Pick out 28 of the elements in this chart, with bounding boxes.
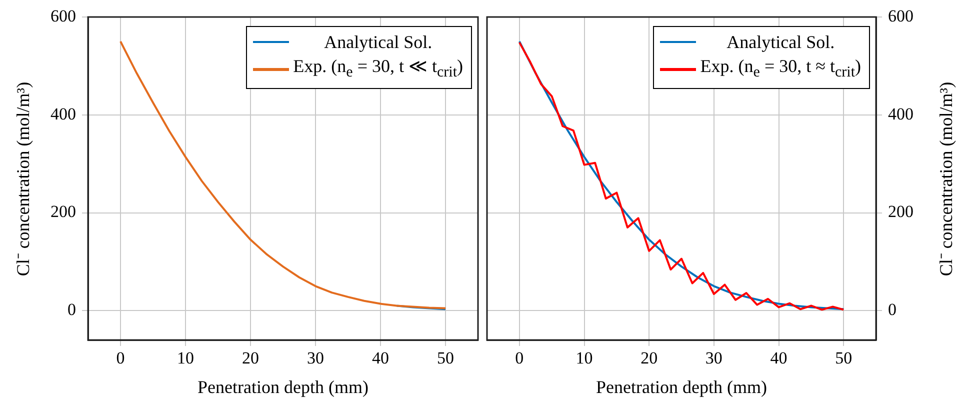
x-axis-title: Penetration depth (mm) [596, 376, 767, 397]
y2-tick-label: 0 [888, 300, 896, 320]
x-tick-label: 40 [770, 348, 788, 368]
y-axis-title: Cl⁻ concentration (mol/m³) [12, 81, 34, 276]
y-tick-label: 0 [68, 300, 76, 320]
y-tick-label: 400 [50, 104, 76, 124]
y2-tick-label: 200 [888, 202, 914, 222]
x-axis-title: Penetration depth (mm) [198, 376, 368, 397]
x-tick-label: 40 [372, 348, 389, 368]
x-tick-label: 50 [835, 348, 852, 368]
x-tick-label: 50 [437, 348, 454, 368]
y2-axis-title: Cl⁻ concentration (mol/m³) [935, 81, 957, 276]
legend-label: Exp. (n$_{e}$ = 30, t ≪ t$_{crit}$) [293, 55, 463, 83]
y2-tick-label: 400 [888, 104, 914, 124]
x-tick-label: 0 [515, 348, 524, 368]
x-tick-label: 10 [576, 348, 593, 368]
x-tick-label: 0 [116, 348, 125, 368]
y-tick-label: 200 [50, 202, 76, 222]
x-tick-label: 20 [640, 348, 658, 368]
y-tick-label: 600 [50, 6, 76, 26]
y2-tick-label: 600 [888, 6, 914, 26]
x-tick-label: 10 [177, 348, 194, 368]
legend-label: Analytical Sol. [726, 31, 836, 54]
x-tick-label: 30 [307, 348, 324, 368]
legend-label: Analytical Sol. [323, 31, 434, 54]
x-tick-label: 20 [242, 348, 259, 368]
legend-label: Exp. (n$_{e}$ = 30, t ≈ t$_{crit}$) [700, 55, 861, 83]
x-tick-label: 30 [705, 348, 722, 368]
